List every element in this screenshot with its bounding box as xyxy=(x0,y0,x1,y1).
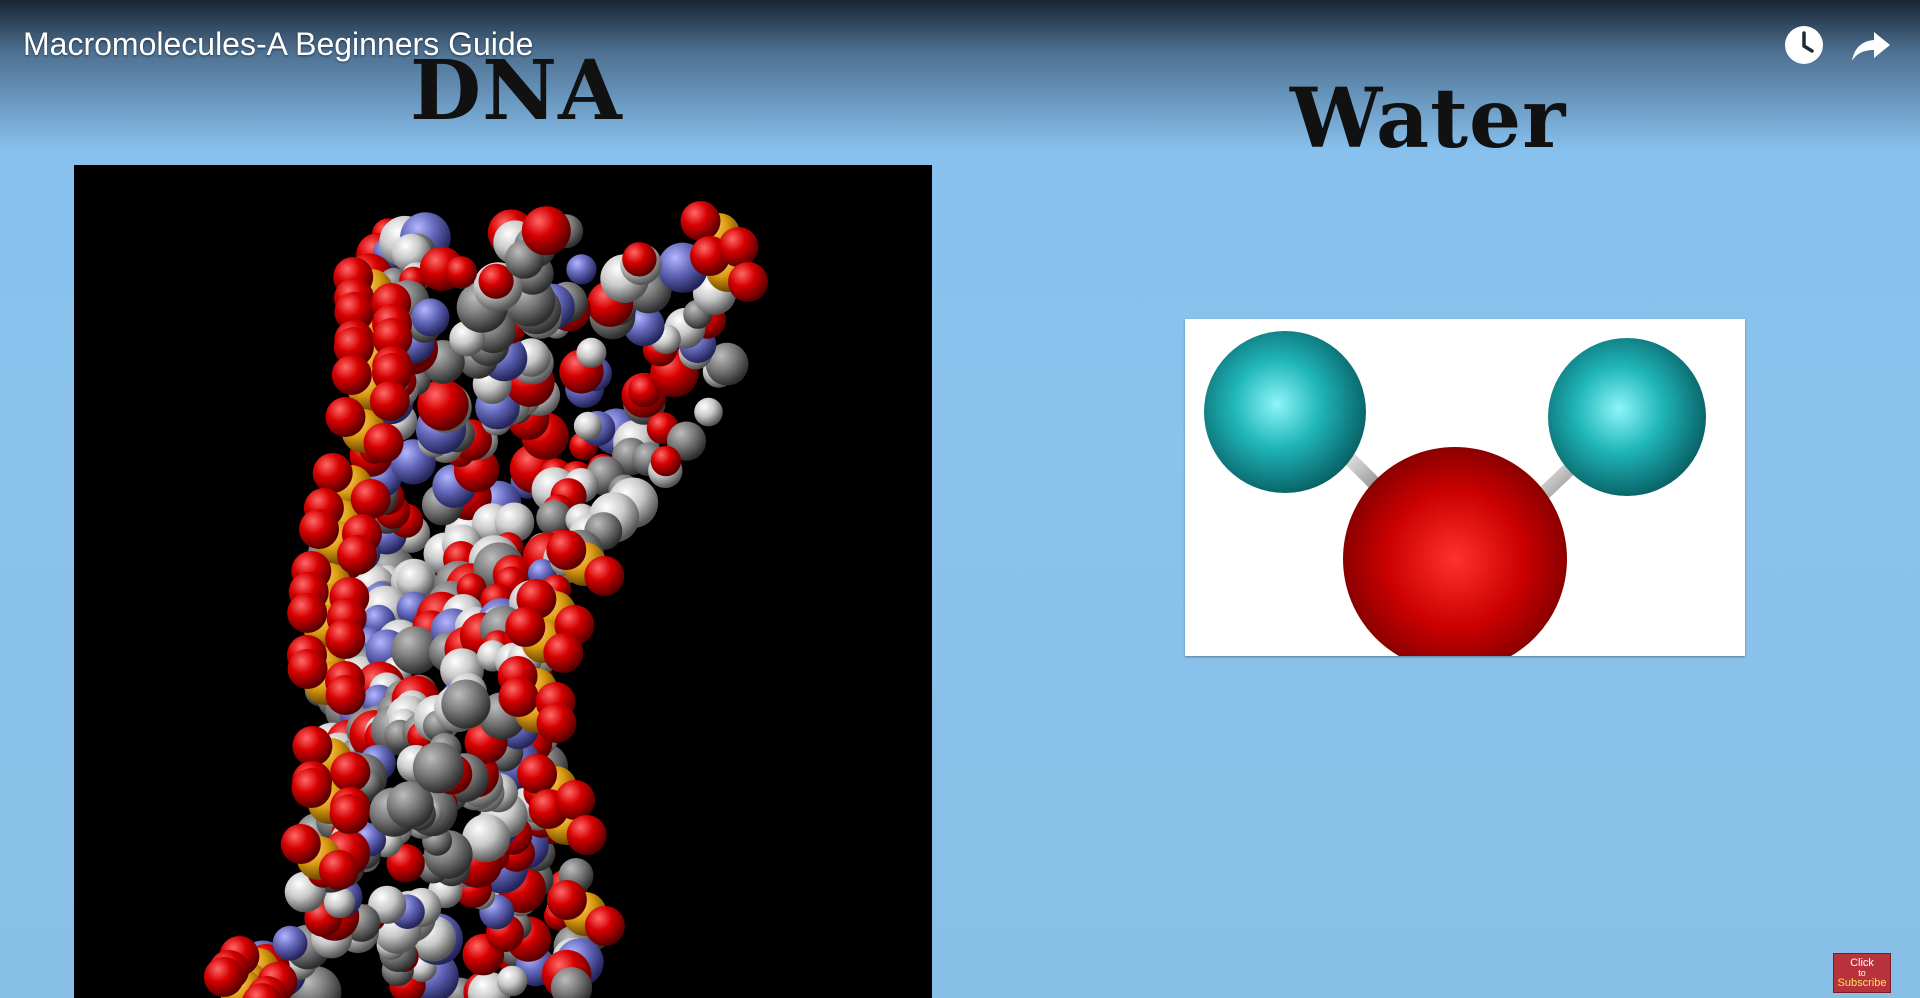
clock-icon xyxy=(1785,26,1823,64)
dna-atom xyxy=(478,263,514,299)
dna-atom xyxy=(411,298,450,337)
dna-atom xyxy=(694,397,723,427)
dna-atom xyxy=(318,850,359,890)
dna-atom xyxy=(517,754,558,794)
dna-molecule-illustration xyxy=(203,201,768,998)
dna-atom xyxy=(386,781,434,829)
dna-atom xyxy=(550,967,593,998)
dna-atom xyxy=(287,593,328,633)
video-title[interactable]: Macromolecules-A Beginners Guide xyxy=(23,26,534,62)
dna-atom xyxy=(325,619,366,659)
dna-atom xyxy=(312,453,353,493)
water-molecule-illustration xyxy=(1204,331,1706,656)
dna-atom xyxy=(505,607,546,647)
subscribe-line-3: Subscribe xyxy=(1837,976,1887,989)
dna-atom xyxy=(680,201,721,241)
dna-atom xyxy=(462,814,511,863)
dna-atom xyxy=(391,626,440,675)
subscribe-button[interactable]: Click to Subscribe xyxy=(1833,953,1891,993)
dna-atom xyxy=(441,679,491,729)
dna-atom xyxy=(546,880,587,920)
dna-atom xyxy=(412,742,464,794)
dna-atom xyxy=(334,292,375,332)
dna-atom xyxy=(584,556,625,596)
subscribe-line-2: to xyxy=(1858,967,1866,978)
dna-atom xyxy=(566,815,607,855)
dna-atom xyxy=(650,445,682,477)
dna-atom xyxy=(323,886,356,919)
dna-atom xyxy=(498,677,539,717)
water-heading: Water xyxy=(1290,71,1567,167)
dna-atom xyxy=(555,780,596,820)
dna-atom xyxy=(272,925,308,961)
dna-atom xyxy=(576,337,607,368)
dna-atom xyxy=(330,752,371,792)
dna-atom xyxy=(536,703,577,743)
dna-atom xyxy=(287,649,328,689)
dna-atom xyxy=(292,726,333,766)
dna-atom xyxy=(705,342,749,386)
hydrogen-atom-left xyxy=(1204,331,1366,493)
dna-atom xyxy=(396,561,435,600)
subscribe-line-1: Click xyxy=(1850,956,1874,969)
dna-atom xyxy=(242,983,282,998)
dna-atom xyxy=(728,262,768,302)
oxygen-atom xyxy=(1343,447,1567,656)
dna-atom xyxy=(543,633,584,673)
dna-atom xyxy=(521,206,571,256)
dna-atom xyxy=(203,957,244,997)
dna-atom xyxy=(573,411,603,441)
dna-atom xyxy=(718,227,759,267)
dna-atom xyxy=(291,768,332,808)
dna-atom xyxy=(417,379,469,431)
dna-atom xyxy=(566,254,597,285)
dna-atom xyxy=(584,906,625,946)
share-button[interactable] xyxy=(1846,20,1896,70)
dna-atom xyxy=(337,535,377,575)
watch-later-button[interactable] xyxy=(1779,20,1829,70)
dna-atom xyxy=(494,502,535,543)
dna-atom xyxy=(325,397,366,437)
dna-atom xyxy=(280,824,321,864)
dna-atom xyxy=(299,509,339,549)
dna-atom xyxy=(622,242,657,277)
dna-atom xyxy=(363,423,404,463)
dna-atom xyxy=(350,479,391,519)
water-molecule-image xyxy=(1185,319,1745,656)
share-arrow-icon xyxy=(1852,32,1890,61)
dna-atom xyxy=(369,381,410,421)
dna-atom xyxy=(329,794,370,834)
hydrogen-atom-right xyxy=(1548,338,1706,496)
dna-atom xyxy=(372,318,413,358)
dna-model-image xyxy=(74,165,932,998)
dna-heading: DNA xyxy=(410,43,623,139)
dna-atom xyxy=(546,530,587,570)
dna-atom xyxy=(445,256,477,289)
top-overlay xyxy=(0,0,1920,150)
dna-atom xyxy=(496,965,528,997)
dna-atom xyxy=(536,500,572,536)
dna-atom xyxy=(325,675,366,715)
dna-atom xyxy=(331,355,372,395)
